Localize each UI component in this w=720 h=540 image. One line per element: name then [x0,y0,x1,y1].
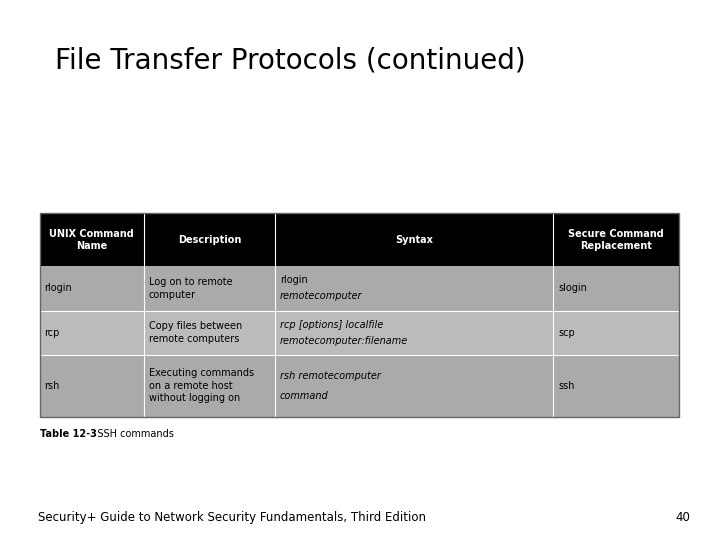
Text: Log on to remote
computer: Log on to remote computer [149,277,233,300]
Text: slogin: slogin [558,284,587,293]
Text: Security+ Guide to Network Security Fundamentals, Third Edition: Security+ Guide to Network Security Fund… [38,511,426,524]
Text: File Transfer Protocols (continued): File Transfer Protocols (continued) [55,46,526,74]
Text: rsh remotecomputer: rsh remotecomputer [280,371,381,381]
Text: command: command [280,391,328,401]
Text: Syntax: Syntax [395,235,433,245]
Bar [40,355,679,417]
Text: Table 12-3: Table 12-3 [40,429,96,439]
Text: remotecomputer: remotecomputer [280,292,362,301]
Text: Copy files between
remote computers: Copy files between remote computers [149,321,242,344]
Text: ssh: ssh [558,381,575,391]
Text: 40: 40 [675,511,690,524]
Text: rlogin: rlogin [280,275,307,285]
Bar [40,310,679,355]
Text: remotecomputer:filename: remotecomputer:filename [280,336,408,346]
Text: rlogin: rlogin [45,284,72,293]
Bar [40,213,679,266]
Text: rcp [options] localfile: rcp [options] localfile [280,320,383,329]
Text: UNIX Command
Name: UNIX Command Name [50,228,134,251]
Text: rsh: rsh [45,381,60,391]
Text: Executing commands
on a remote host
without logging on: Executing commands on a remote host with… [149,368,254,403]
Bar [40,213,679,417]
Bar [40,266,679,310]
Text: rcp: rcp [45,328,60,338]
Text: SSH commands: SSH commands [88,429,174,439]
Text: Secure Command
Replacement: Secure Command Replacement [568,228,664,251]
Text: Description: Description [178,235,241,245]
Text: scp: scp [558,328,575,338]
